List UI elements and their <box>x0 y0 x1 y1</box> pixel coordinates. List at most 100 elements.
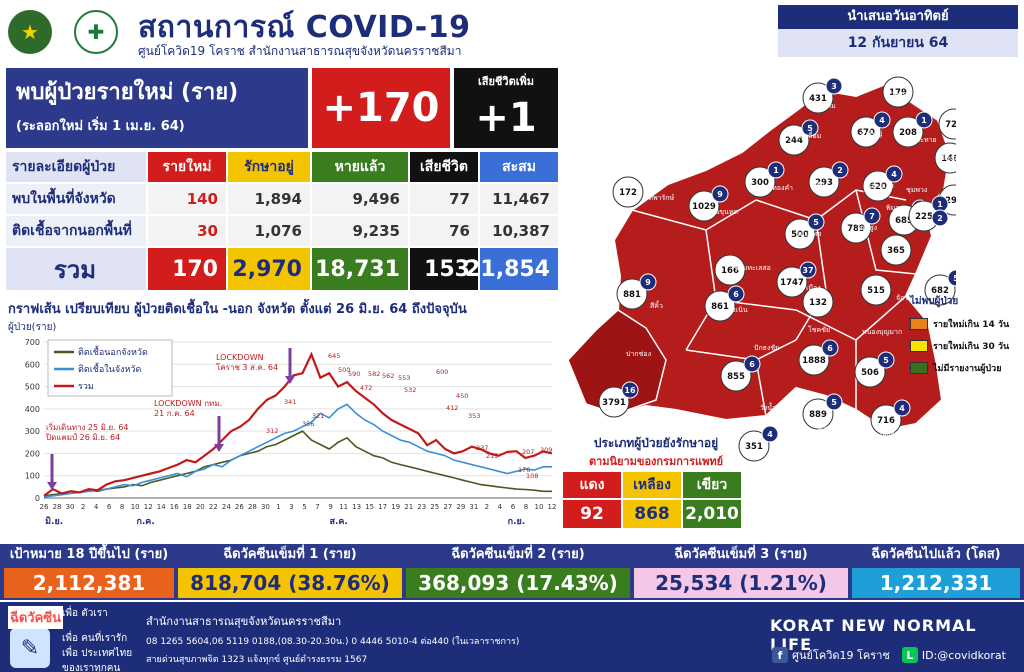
syringe-icon: ✎ <box>10 628 50 668</box>
data-label: 553 <box>398 374 410 382</box>
date-label: นำเสนอวันอาทิตย์ <box>778 5 1018 29</box>
table-total-label: รวม <box>6 248 146 290</box>
y-tick-label: 600 <box>25 360 40 369</box>
y-tick-label: 0 <box>35 494 40 503</box>
vaccine-target: เป้าหมาย 18 ปีขึ้นไป (ราย) 2,112,381 <box>4 544 174 600</box>
vaccine-label: เป้าหมาย 18 ปีขึ้นไป (ราย) <box>9 547 169 562</box>
district-name-label: หนองบุญมาก <box>862 328 902 336</box>
line-icon[interactable]: L <box>901 647 918 663</box>
vaccine-call-title: ฉีดวัคซีน <box>8 606 64 629</box>
table-row-label: พบในพื้นที่จังหวัด <box>6 184 146 214</box>
district-name-label: เมืองยาง <box>938 154 956 162</box>
district-name-label: จักราช <box>896 294 917 302</box>
table-total-cell: 18,731 <box>312 248 408 290</box>
district-total-label: 225 <box>915 212 933 222</box>
data-label: 312 <box>266 427 278 435</box>
x-tick-label: 5 <box>302 503 306 511</box>
district-total-label: 291 <box>945 196 956 206</box>
data-label: 562 <box>382 372 394 380</box>
district-total-label: 179 <box>889 88 907 98</box>
data-label: 532 <box>404 386 416 394</box>
district-total-label: 351 <box>745 442 763 452</box>
x-tick-label: 13 <box>352 503 361 511</box>
line-handle[interactable]: ID:@covidkorat <box>921 648 1006 662</box>
table-header-cell: เสียชีวิต <box>410 152 478 182</box>
district-new-label: 9 <box>717 190 723 199</box>
table-total-cell: 2,970 <box>228 248 310 290</box>
table-header-cell: รายใหม่ <box>148 152 226 182</box>
x-tick-label: 2 <box>81 503 85 511</box>
annotation-title: LOCKDOWN กทม. <box>154 399 222 408</box>
district-total-circle <box>808 166 840 198</box>
new-cases-label-box: พบผู้ป่วยรายใหม่ (ราย) (ระลอกใหม่ เริ่ม … <box>6 68 308 148</box>
district-new-label: 6 <box>749 360 755 369</box>
vaccine-dose3: ฉีดวัคซีนเข็มที่ 3 (ราย) 25,534 (1.21%) <box>634 544 848 600</box>
district-total-circle <box>612 176 644 208</box>
district-new-label: 5 <box>953 274 956 283</box>
legend-swatch <box>910 362 928 374</box>
x-tick-label: 1 <box>276 503 280 511</box>
district-total-label: 1029 <box>692 202 716 212</box>
vaccine-value: 818,704 (38.76%) <box>178 568 402 598</box>
district-total-circle <box>776 266 808 298</box>
district-name-label: สีคิ้ว <box>650 299 663 310</box>
office-name: สำนักงานสาธารณสุขจังหวัดนครราชสีมา <box>146 615 342 628</box>
x-month-label: ก.ค. <box>136 517 154 527</box>
table-cell: 76 <box>410 216 478 246</box>
annotation-title: LOCKDOWN <box>216 353 264 362</box>
district-new-label: 6 <box>827 344 833 353</box>
stats-table: รายละเอียดผู้ป่วย รายใหม่ รักษาอยู่ หายแ… <box>6 152 558 292</box>
x-tick-label: 4 <box>94 503 99 511</box>
district-new-label: 37 <box>802 266 813 275</box>
district-new-badge <box>727 285 745 303</box>
new-cases-label: พบผู้ป่วยรายใหม่ (ราย) <box>16 80 239 105</box>
data-label: 209 <box>540 446 552 454</box>
x-tick-label: 31 <box>469 503 478 511</box>
x-tick-label: 20 <box>196 503 205 511</box>
office-phone: 08 1265 5604,06 5119 0188,(08.30-20.30น.… <box>146 637 520 647</box>
district-new-badge <box>711 185 729 203</box>
district-name-label: เทพารักษ์ <box>646 194 675 202</box>
series-line-3 <box>43 351 553 497</box>
new-cases-sublabel: (ระลอกใหม่ เริ่ม 1 เม.ย. 64) <box>16 119 185 134</box>
vaccine-dose1: ฉีดวัคซีนเข็มที่ 1 (ราย) 818,704 (38.76%… <box>178 544 402 600</box>
district-name-label: แก้งสนาม <box>806 102 836 110</box>
district-total-label: 172 <box>619 188 637 198</box>
district-total-label: 889 <box>809 410 827 420</box>
district-total-circle <box>924 274 956 306</box>
district-total-label: 132 <box>809 298 827 308</box>
district-new-label: 4 <box>767 430 773 439</box>
district-total-circle <box>882 76 914 108</box>
district-new-badge <box>801 119 819 137</box>
data-label: 108 <box>526 472 538 480</box>
district-total-circle <box>802 286 834 318</box>
facebook-handle[interactable]: ศูนย์โควิด19 โคราช <box>792 649 890 662</box>
district-name-label: บัวใหญ่ <box>860 129 882 138</box>
district-total-circle <box>720 360 752 392</box>
x-tick-label: 10 <box>131 503 140 511</box>
table-header-row: รายละเอียดผู้ป่วย รายใหม่ รักษาอยู่ หายแ… <box>6 152 558 182</box>
district-total-label: 881 <box>623 290 641 300</box>
district-total-label: 670 <box>857 128 875 138</box>
office-hotline: สายด่วนสุขภาพจิต 1323 แจ้งทุกข์ ศูนย์ดำร… <box>146 655 368 665</box>
district-new-label: 6 <box>733 290 739 299</box>
data-label: 176 <box>518 466 530 474</box>
district-name-label: สูงเนิน <box>728 306 748 314</box>
legend-label: รายใหม่เกิน 14 วัน <box>933 320 1010 330</box>
table-row-label: ติดเชื้อจากนอกพื้นที่ <box>6 216 146 246</box>
facebook-icon[interactable]: f <box>772 647 788 663</box>
x-tick-label: 12 <box>144 503 153 511</box>
vaccine-label: ฉีดวัคซีนเข็มที่ 1 (ราย) <box>223 547 357 562</box>
header: ★ ✚ สถานการณ์ COVID-19 ศูนย์โควิด19 โครา… <box>0 0 1024 66</box>
page-subtitle: ศูนย์โควิด19 โคราช สำนักงานสาธารณสุขจังห… <box>138 44 462 58</box>
table-cell: 1,894 <box>228 184 310 214</box>
district-total-circle <box>892 116 924 148</box>
district-new-label: 1 <box>921 116 927 125</box>
district-total-label: 1747 <box>780 278 804 288</box>
y-tick-label: 500 <box>25 383 40 392</box>
district-name-label: วังน้ำเขียว <box>760 401 791 412</box>
table-row: พบในพื้นที่จังหวัด 140 1,894 9,496 77 11… <box>6 184 558 214</box>
x-tick-label: 26 <box>40 503 49 511</box>
district-new-badge <box>893 399 911 417</box>
province-map: 4313179244567042081727314617210299300129… <box>566 76 956 462</box>
